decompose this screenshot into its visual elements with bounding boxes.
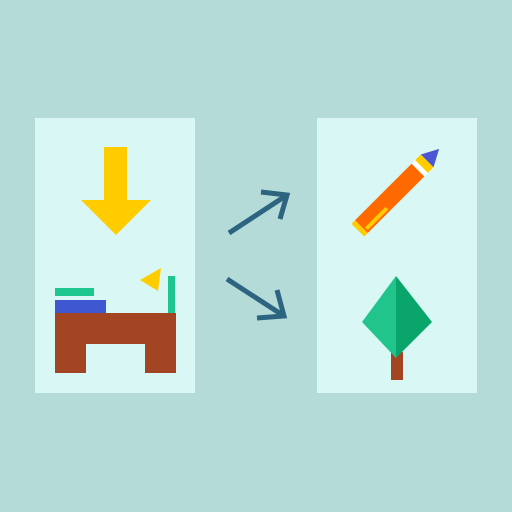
pencil-body	[354, 163, 425, 234]
tree-trunk	[391, 352, 403, 380]
book-blue-icon	[55, 300, 106, 313]
book-green-icon	[55, 288, 94, 296]
lamp-stand-icon	[168, 276, 175, 313]
pencil-stripe	[364, 206, 389, 231]
right-panel	[317, 118, 477, 393]
tree-icon	[362, 276, 432, 380]
tree-crown-left	[362, 276, 396, 358]
pencil-end	[351, 220, 368, 237]
pencil-band-yellow	[415, 154, 434, 173]
arrow-up-right-icon	[227, 189, 291, 236]
pencil-tip	[420, 148, 440, 168]
flow-arrows	[225, 189, 291, 321]
pencil-icon	[351, 148, 440, 237]
download-arrow-icon	[81, 147, 151, 235]
arrow-down-right-icon	[225, 276, 288, 321]
tree-crown-right	[396, 276, 432, 358]
lamp-shade-icon	[140, 268, 161, 291]
desk-icon	[55, 313, 176, 373]
left-panel	[35, 118, 195, 393]
pencil-band-white	[411, 160, 428, 177]
